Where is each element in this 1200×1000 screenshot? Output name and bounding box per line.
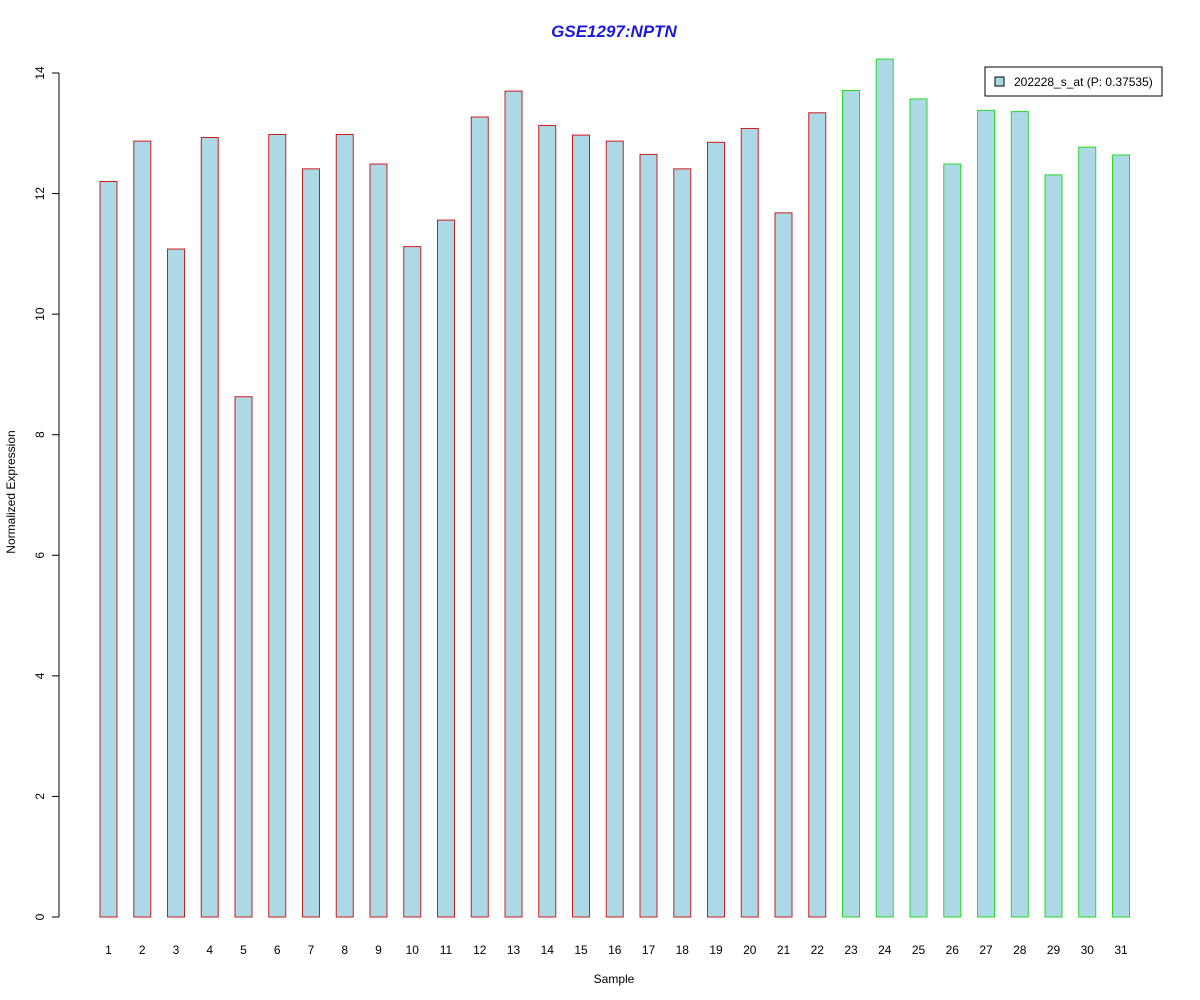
bar — [943, 163, 962, 918]
x-tick-label: 13 — [507, 943, 521, 957]
bar — [200, 137, 219, 918]
x-tick-label: 17 — [642, 943, 656, 957]
x-tick-label: 21 — [777, 943, 791, 957]
y-tick-label: 6 — [33, 552, 47, 559]
x-tick-label: 28 — [1013, 943, 1027, 957]
bars — [99, 58, 1130, 918]
y-tick-label: 8 — [33, 431, 47, 438]
x-tick-label: 25 — [912, 943, 926, 957]
x-tick-label: 14 — [541, 943, 555, 957]
x-tick-label: 6 — [274, 943, 281, 957]
bar — [605, 140, 624, 918]
bar — [909, 98, 928, 918]
x-tick-label: 8 — [341, 943, 348, 957]
legend: 202228_s_at (P: 0.37535) — [984, 66, 1163, 97]
x-tick-label: 27 — [979, 943, 993, 957]
x-tick-label: 29 — [1047, 943, 1061, 957]
bar — [369, 163, 388, 918]
bar — [774, 212, 793, 918]
x-tick-label: 24 — [878, 943, 892, 957]
bar — [403, 246, 422, 918]
x-tick-label: 22 — [811, 943, 825, 957]
y-tick-label: 14 — [33, 66, 47, 80]
bar — [707, 141, 725, 918]
bar — [572, 134, 590, 918]
y-tick-label: 2 — [33, 793, 47, 800]
legend-label: 202228_s_at (P: 0.37535) — [1014, 75, 1153, 89]
bar — [977, 109, 995, 918]
bar — [504, 90, 523, 918]
x-tick-label: 20 — [743, 943, 757, 957]
bar — [1010, 111, 1029, 918]
x-tick-label: 7 — [308, 943, 315, 957]
bar — [335, 133, 354, 918]
x-tick-label: 11 — [440, 943, 453, 957]
bar — [167, 248, 185, 918]
x-tick-label: 5 — [240, 943, 247, 957]
bar — [673, 168, 692, 918]
x-axis-label: Sample — [594, 972, 635, 986]
legend-box — [984, 66, 1163, 97]
y-tick-label: 4 — [33, 672, 47, 679]
bar — [437, 219, 455, 918]
y-axis-label: Normalized Expression — [4, 430, 18, 553]
x-tick-label: 19 — [709, 943, 723, 957]
x-tick-label: 23 — [844, 943, 858, 957]
x-tick-label: 15 — [574, 943, 588, 957]
y-tick-label: 12 — [33, 187, 47, 201]
bar — [470, 116, 489, 918]
chart-title: GSE1297:NPTN — [551, 22, 677, 41]
bar — [842, 89, 860, 918]
x-tick-label: 3 — [173, 943, 180, 957]
y-tick-label: 0 — [33, 913, 47, 920]
bar — [234, 396, 253, 918]
x-tick-label: 9 — [375, 943, 382, 957]
bar — [133, 140, 152, 918]
bar — [1044, 174, 1063, 918]
bar — [1078, 146, 1097, 918]
y-axis: 0 2 4 6 8 10 12 14 — [33, 66, 60, 920]
bar — [875, 58, 894, 918]
bar — [99, 181, 118, 918]
x-tick-labels: 1 2 3 4 5 6 7 8 9 10 11 12 13 14 15 16 17 18 19 20 21 22 23 24 2… — [105, 943, 1128, 957]
x-tick-label: 4 — [206, 943, 213, 957]
y-tick-label: 10 — [33, 307, 47, 321]
x-tick-label: 31 — [1114, 943, 1128, 957]
legend-swatch — [994, 76, 1005, 87]
bar — [639, 153, 658, 918]
x-tick-label: 1 — [105, 943, 112, 957]
x-tick-label: 26 — [946, 943, 960, 957]
bar — [538, 124, 557, 918]
x-tick-label: 16 — [608, 943, 622, 957]
bar — [268, 133, 287, 918]
x-tick-label: 12 — [473, 943, 487, 957]
x-tick-label: 18 — [676, 943, 690, 957]
x-tick-label: 2 — [139, 943, 146, 957]
x-tick-label: 30 — [1081, 943, 1095, 957]
bar — [302, 168, 320, 918]
bar — [740, 127, 759, 918]
bar — [808, 112, 827, 918]
x-tick-label: 10 — [406, 943, 420, 957]
bar — [1112, 154, 1130, 918]
